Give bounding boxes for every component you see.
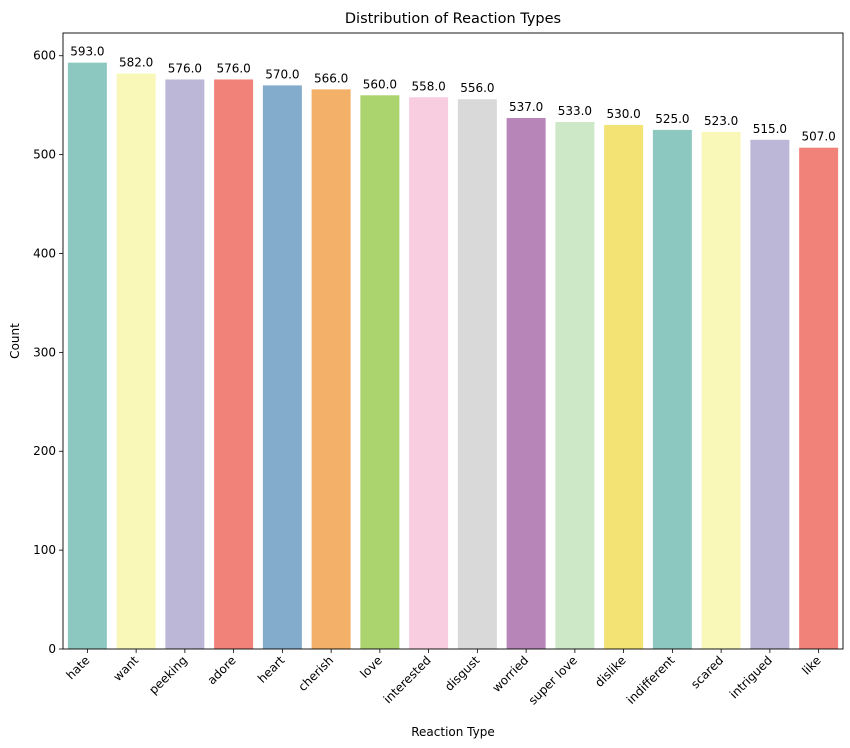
x-tick-label: like xyxy=(799,653,823,677)
x-tick-label: peeking xyxy=(146,653,190,697)
bar-adore xyxy=(214,79,254,649)
data-label: 525.0 xyxy=(655,112,689,126)
data-label: 566.0 xyxy=(314,71,348,85)
y-axis-label: Count xyxy=(8,323,22,359)
y-axis: 0 100 200 300 400 500 600 xyxy=(33,49,63,656)
bar-like xyxy=(799,147,839,649)
data-label: 570.0 xyxy=(265,67,299,81)
x-tick-label: worried xyxy=(489,653,531,695)
data-label: 530.0 xyxy=(606,107,640,121)
bar-peeking xyxy=(165,79,205,649)
plot-frame xyxy=(62,32,844,650)
data-label: 507.0 xyxy=(801,130,835,144)
bar-hate xyxy=(67,62,107,650)
bar-scared xyxy=(701,131,741,649)
bar-worried xyxy=(506,118,546,650)
chart-title: Distribution of Reaction Types xyxy=(345,11,561,27)
x-tick-label: love xyxy=(357,653,385,681)
y-tick-label: 400 xyxy=(33,246,56,260)
data-label: 576.0 xyxy=(168,61,202,75)
bar-cherish xyxy=(311,89,351,649)
data-label: 593.0 xyxy=(70,45,104,59)
data-label: 523.0 xyxy=(704,114,738,128)
data-label: 537.0 xyxy=(509,100,543,114)
y-tick-label: 200 xyxy=(33,444,56,458)
x-tick-label: cherish xyxy=(295,653,336,694)
x-tick-label: super love xyxy=(526,653,580,707)
y-tick-label: 0 xyxy=(48,642,56,656)
bar-disgust xyxy=(457,99,497,649)
x-tick-label: heart xyxy=(255,653,288,686)
x-tick-label: adore xyxy=(205,653,239,687)
y-tick-label: 600 xyxy=(33,49,56,63)
x-axis: hate want peeking adore heart cherish loveinte… xyxy=(63,649,824,708)
data-label: 576.0 xyxy=(216,61,250,75)
bars-group xyxy=(67,62,839,650)
bar-dislike xyxy=(604,124,644,649)
x-tick-label: scared xyxy=(688,653,726,691)
bar-super-love xyxy=(555,121,595,649)
data-label: 582.0 xyxy=(119,56,153,70)
data-label: 515.0 xyxy=(753,122,787,136)
bar-want xyxy=(116,73,156,650)
data-label: 560.0 xyxy=(363,77,397,91)
y-tick-label: 100 xyxy=(33,543,56,557)
bar-interested xyxy=(409,97,449,650)
x-tick-label: hate xyxy=(63,653,92,682)
y-tick-label: 300 xyxy=(33,345,56,359)
x-tick-label: interested xyxy=(381,653,434,706)
bar-intrigued xyxy=(750,139,790,650)
data-labels-group: 593.0 582.0 576.0 576.0 570.0 566.0 560.0 558.0… xyxy=(70,45,836,144)
data-label: 556.0 xyxy=(460,81,494,95)
x-axis-label: Reaction Type xyxy=(411,725,495,739)
data-label: 558.0 xyxy=(411,79,445,93)
x-tick-label: dislike xyxy=(592,653,629,690)
x-tick-label: intrigued xyxy=(727,653,775,701)
x-tick-label: want xyxy=(110,653,141,684)
bar-indifferent xyxy=(652,129,692,650)
bar-love xyxy=(360,95,400,650)
x-tick-label: disgust xyxy=(442,653,483,694)
bar-heart xyxy=(262,85,302,650)
x-tick-label: indifferent xyxy=(624,653,678,707)
y-tick-label: 500 xyxy=(33,148,56,162)
data-label: 533.0 xyxy=(558,104,592,118)
